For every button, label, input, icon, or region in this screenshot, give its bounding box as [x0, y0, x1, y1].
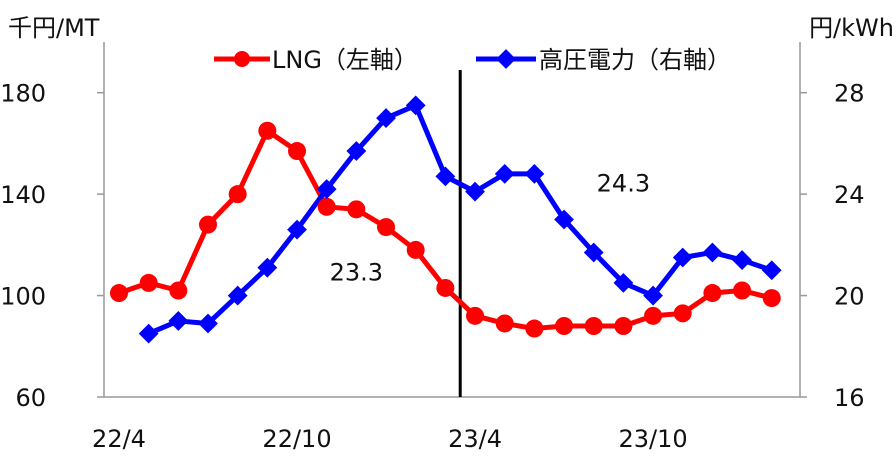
power-point — [732, 250, 752, 270]
lng-point — [436, 278, 455, 297]
right-tick-label: 24 — [834, 181, 865, 209]
left-tick-label: 140 — [0, 181, 46, 209]
left-axis-unit: 千円/MT — [8, 14, 100, 42]
lng-point — [228, 185, 247, 204]
right-tick-label: 16 — [834, 384, 865, 412]
lng-point — [199, 215, 218, 234]
lng-point — [466, 306, 485, 325]
lng-point — [495, 314, 514, 333]
lng-point — [555, 317, 574, 335]
power-point — [761, 260, 782, 281]
power-point — [316, 179, 337, 199]
value-annotation: 23.3 — [330, 258, 383, 286]
lng-point — [258, 121, 277, 140]
power-point — [643, 285, 663, 306]
left-tick-label: 60 — [15, 384, 46, 412]
right-tick-label: 28 — [834, 80, 865, 108]
power-point — [138, 323, 159, 344]
power-point — [168, 311, 189, 331]
lng-point — [733, 281, 752, 300]
lng-point — [406, 240, 425, 259]
right-tick-label: 20 — [834, 283, 865, 311]
power-point — [494, 163, 515, 184]
lng-point — [347, 200, 366, 219]
lng-point — [525, 319, 544, 338]
series-line-1 — [147, 102, 773, 336]
lng-point — [762, 289, 781, 308]
series-line-0 — [118, 128, 773, 332]
legend-power-marker — [496, 49, 516, 69]
power-point — [465, 181, 485, 202]
power-point — [346, 141, 367, 161]
x-tick-label: 23/10 — [618, 425, 687, 453]
x-tick-label: 23/4 — [448, 425, 502, 453]
x-tick-label: 22/4 — [92, 425, 146, 453]
x-tick-label: 22/10 — [262, 425, 331, 453]
legend: LNG（左軸） 高圧電力（右軸） — [214, 46, 731, 74]
lng-point — [169, 281, 188, 300]
lng-point — [673, 304, 692, 323]
lng-point — [377, 218, 396, 237]
power-point — [702, 242, 723, 263]
lng-point — [288, 142, 307, 161]
power-point — [287, 219, 307, 240]
legend-lng-marker — [234, 51, 250, 67]
power-point — [435, 166, 456, 187]
power-point — [613, 272, 634, 293]
legend-power-label: 高圧電力（右軸） — [539, 46, 731, 74]
right-axis-unit: 円/kWh — [809, 14, 894, 42]
lng-point — [584, 317, 603, 335]
lng-point — [317, 197, 336, 216]
power-point — [227, 285, 248, 306]
power-point — [405, 95, 426, 116]
legend-lng-label: LNG（左軸） — [272, 46, 418, 74]
value-annotation: 24.3 — [597, 170, 650, 198]
lng-point — [139, 273, 158, 292]
lng-point — [614, 317, 633, 335]
lng-point — [110, 284, 128, 303]
power-point — [376, 108, 396, 128]
left-tick-label: 100 — [0, 283, 46, 311]
power-point — [198, 313, 218, 334]
power-point — [257, 257, 278, 278]
lng-point — [703, 284, 722, 303]
lng-point — [644, 306, 663, 325]
left-tick-label: 180 — [0, 80, 46, 108]
